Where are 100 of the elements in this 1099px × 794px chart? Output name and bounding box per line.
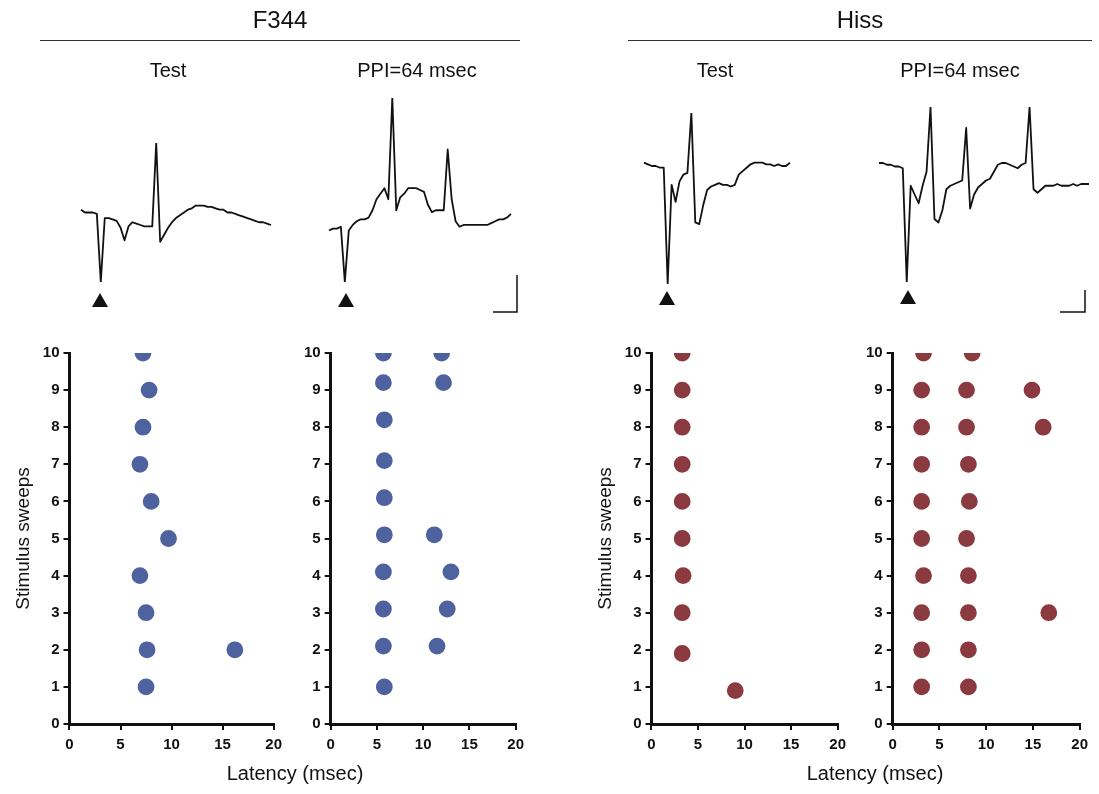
- x-tick-label: 0: [647, 735, 656, 753]
- y-tick-label: 8: [51, 417, 60, 435]
- y-tick-label: 10: [304, 343, 321, 361]
- point: [960, 678, 977, 696]
- y-tick-label: 4: [51, 565, 61, 583]
- point: [138, 641, 156, 659]
- chart-title: PPI=64 msec: [899, 59, 1021, 82]
- x-tick-label: 5: [116, 735, 125, 753]
- y-tick-label: 2: [51, 639, 60, 657]
- point: [960, 604, 977, 622]
- y-tick-label: 2: [312, 639, 321, 657]
- text: F344: [40, 6, 520, 41]
- x-tick-label: 15: [461, 735, 478, 753]
- point: [1034, 418, 1052, 436]
- point: [673, 530, 691, 547]
- y-tick-label: 2: [633, 639, 642, 657]
- y-tick-label: 9: [874, 380, 883, 398]
- y-tick-label: 6: [633, 491, 642, 509]
- x-tick-label: 0: [888, 735, 897, 753]
- point: [131, 567, 149, 584]
- text: Hiss: [628, 6, 1092, 41]
- x-tick-label: 20: [1071, 735, 1088, 753]
- x-tick-label: 0: [326, 735, 335, 753]
- chart-title: Test: [695, 59, 735, 82]
- y-tick-label: 6: [51, 491, 60, 509]
- x-axis-title: Latency (msec): [225, 762, 365, 785]
- y-tick-label: 0: [633, 714, 642, 732]
- y-tick-label: 5: [633, 528, 642, 546]
- chart-title: PPI=64 msec: [356, 59, 478, 82]
- point: [960, 455, 977, 473]
- point: [958, 418, 975, 436]
- x-tick-label: 20: [829, 735, 846, 753]
- point: [726, 682, 744, 700]
- point: [375, 374, 392, 392]
- point: [1023, 381, 1041, 399]
- x-tick-label: 0: [65, 735, 74, 753]
- x-tick-label: 15: [1024, 735, 1042, 753]
- point: [958, 381, 975, 399]
- y-tick-label: 7: [633, 454, 642, 472]
- point: [425, 526, 443, 544]
- y-tick-label: 3: [51, 602, 60, 620]
- x-tick-label: 5: [693, 735, 703, 753]
- y-tick-label: 10: [42, 343, 60, 361]
- point: [958, 530, 975, 547]
- y-tick-label: 6: [312, 491, 321, 509]
- point: [673, 381, 691, 399]
- point: [913, 678, 931, 696]
- y-tick-label: 3: [312, 602, 321, 620]
- y-tick-label: 7: [874, 454, 883, 472]
- point: [142, 493, 160, 510]
- y-tick-label: 3: [633, 602, 642, 620]
- point: [913, 381, 931, 399]
- point: [438, 600, 456, 618]
- x-tick-label: 5: [372, 735, 382, 753]
- y-tick-label: 6: [874, 491, 883, 509]
- point: [673, 493, 691, 510]
- x-tick-label: 10: [977, 735, 995, 753]
- point: [375, 563, 392, 581]
- point: [375, 452, 393, 469]
- y-tick-label: 9: [51, 380, 60, 398]
- y-tick-label: 1: [312, 677, 321, 695]
- point: [673, 645, 691, 662]
- y-tick-label: 10: [624, 343, 642, 361]
- y-tick-label: 0: [874, 714, 883, 732]
- point: [960, 641, 977, 659]
- y-tick-label: 0: [51, 714, 60, 732]
- y-tick-label: 9: [633, 380, 642, 398]
- x-tick-label: 10: [736, 735, 753, 753]
- y-tick-label: 3: [874, 602, 883, 620]
- point: [913, 493, 931, 510]
- y-tick-label: 4: [633, 565, 643, 583]
- point: [131, 455, 149, 473]
- y-tick-label: 2: [874, 639, 883, 657]
- point: [428, 637, 446, 655]
- y-tick-label: 8: [874, 417, 883, 435]
- point: [375, 489, 393, 507]
- x-tick-label: 5: [935, 735, 944, 753]
- point: [1040, 604, 1058, 622]
- point: [913, 604, 931, 622]
- y-tick-label: 0: [312, 714, 321, 732]
- x-tick-label: 15: [782, 735, 800, 753]
- point: [160, 530, 177, 547]
- y-tick-label: 1: [874, 677, 883, 695]
- point: [140, 381, 158, 399]
- y-tick-label: 1: [51, 677, 60, 695]
- point: [375, 600, 392, 618]
- point: [960, 493, 978, 510]
- x-tick-label: 20: [265, 735, 282, 753]
- y-tick-label: 1: [633, 677, 642, 695]
- y-tick-label: 7: [51, 454, 60, 472]
- point: [913, 418, 931, 436]
- y-tick-label: 7: [312, 454, 321, 472]
- x-tick-label: 10: [163, 735, 180, 753]
- point: [137, 604, 155, 622]
- y-tick-label: 10: [866, 343, 883, 361]
- point: [226, 641, 244, 659]
- point: [134, 418, 152, 436]
- point: [915, 567, 932, 584]
- point: [673, 604, 691, 622]
- y-axis-title: Stimulus sweeps: [11, 467, 33, 610]
